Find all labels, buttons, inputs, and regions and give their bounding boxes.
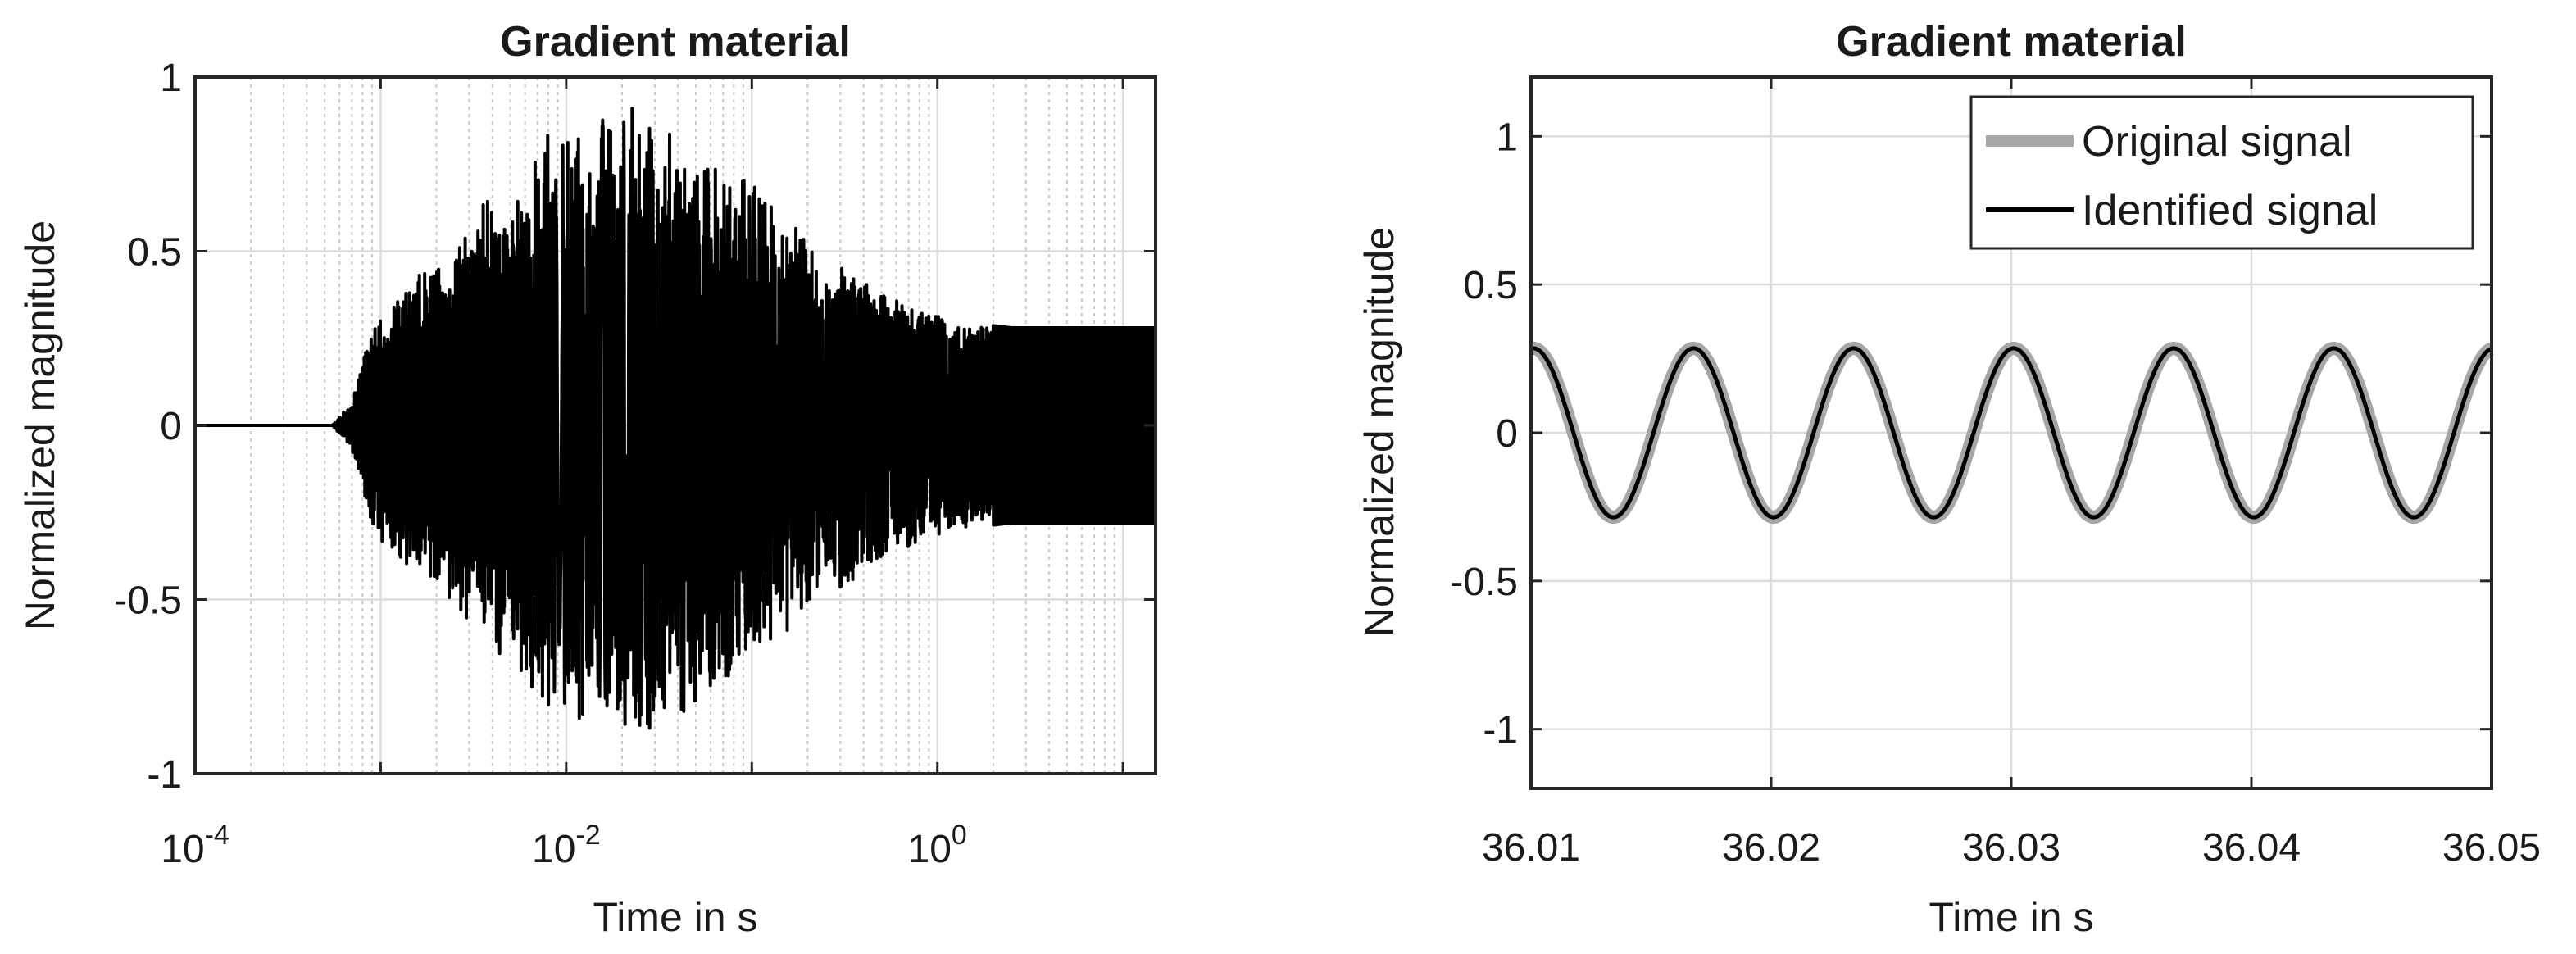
right-x-tick-label: 36.03 (1962, 826, 2060, 870)
right-chart: 36.01 36.02 36.03 36.04 36.05 -1 -0.5 0 0.5 1 Gr… (1356, 18, 2541, 940)
left-y-axis-label: Normalized magnitude (17, 220, 63, 630)
legend: Original signal Identified signal (1969, 95, 2474, 250)
legend-label-identified: Identified signal (2082, 187, 2378, 234)
left-y-tick-label: -1 (147, 753, 182, 797)
right-x-tick-label: 36.02 (1722, 826, 1820, 870)
right-y-tick-label: -0.5 (1450, 561, 1518, 604)
right-y-ticks: -1 -0.5 0 0.5 1 (1450, 116, 2492, 752)
left-x-axis-label: Time in s (593, 894, 758, 940)
left-x-tick-label: 10-4 (161, 820, 229, 871)
left-y-tick-label: 1 (160, 57, 182, 100)
left-x-tick-label: 100 (908, 820, 967, 871)
right-grid (1531, 77, 2492, 788)
right-y-tick-label: 0.5 (1463, 264, 1518, 307)
right-x-tick-label: 36.01 (1482, 826, 1580, 870)
right-x-tick-label: 36.05 (2442, 826, 2541, 870)
right-chart-title: Gradient material (1836, 18, 2187, 66)
left-x-tick-label: 10-2 (532, 820, 601, 871)
right-y-axis-label: Normalized magnitude (1356, 227, 1402, 637)
left-chart-title: Gradient material (500, 18, 851, 66)
left-x-ticks: 10-4 10-2 100 (161, 77, 1124, 871)
left-y-tick-label: 0.5 (127, 231, 182, 275)
right-x-tick-label: 36.04 (2202, 826, 2301, 870)
left-y-tick-label: 0 (160, 405, 182, 448)
right-y-tick-label: 0 (1496, 412, 1518, 456)
left-series-line (193, 107, 1157, 730)
legend-box (1969, 95, 2474, 250)
legend-label-original: Original signal (2082, 118, 2352, 166)
right-y-tick-label: -1 (1483, 709, 1518, 752)
left-y-ticks: -1 -0.5 0 0.5 1 (114, 57, 1156, 797)
right-series (1524, 341, 2498, 525)
right-y-tick-label: 1 (1496, 116, 1518, 159)
identified-signal-line (1529, 346, 2493, 520)
left-series (193, 107, 1157, 730)
right-x-ticks: 36.01 36.02 36.03 36.04 36.05 (1482, 77, 2541, 870)
left-y-tick-label: -0.5 (114, 579, 182, 623)
left-chart: 10-4 10-2 100 -1 -0.5 0 0.5 1 Gradient materia… (17, 18, 1157, 940)
right-x-axis-label: Time in s (1929, 894, 2094, 940)
